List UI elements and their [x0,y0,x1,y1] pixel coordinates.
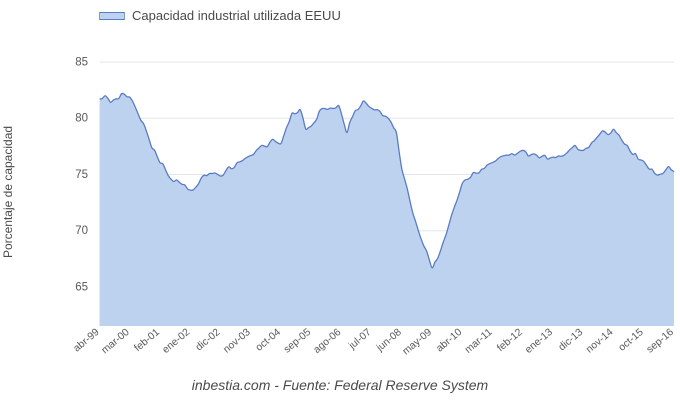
svg-text:oct-15: oct-15 [617,327,646,354]
svg-text:ago-06: ago-06 [312,327,344,356]
svg-text:dic-02: dic-02 [194,327,223,354]
svg-text:jun-08: jun-08 [374,327,404,355]
svg-text:nov-14: nov-14 [584,327,615,356]
svg-text:ene-13: ene-13 [523,327,555,356]
svg-text:feb-01: feb-01 [133,327,163,354]
svg-text:80: 80 [75,113,88,125]
svg-text:jul-07: jul-07 [346,327,373,352]
svg-text:oct-04: oct-04 [254,327,283,354]
svg-text:may-09: may-09 [401,327,435,358]
svg-text:dic-13: dic-13 [557,327,586,354]
svg-text:70: 70 [75,225,88,237]
svg-text:sep-16: sep-16 [645,327,676,356]
svg-text:sep-05: sep-05 [282,327,313,356]
svg-text:85: 85 [75,57,88,69]
svg-text:nov-03: nov-03 [221,327,252,356]
svg-text:feb-12: feb-12 [495,327,525,354]
svg-text:65: 65 [75,282,88,294]
svg-text:75: 75 [75,169,88,181]
svg-text:mar-00: mar-00 [100,327,132,357]
svg-text:ene-02: ene-02 [161,327,193,356]
svg-text:abr-10: abr-10 [434,327,464,355]
svg-text:abr-99: abr-99 [72,327,102,355]
svg-text:mar-11: mar-11 [463,327,495,356]
